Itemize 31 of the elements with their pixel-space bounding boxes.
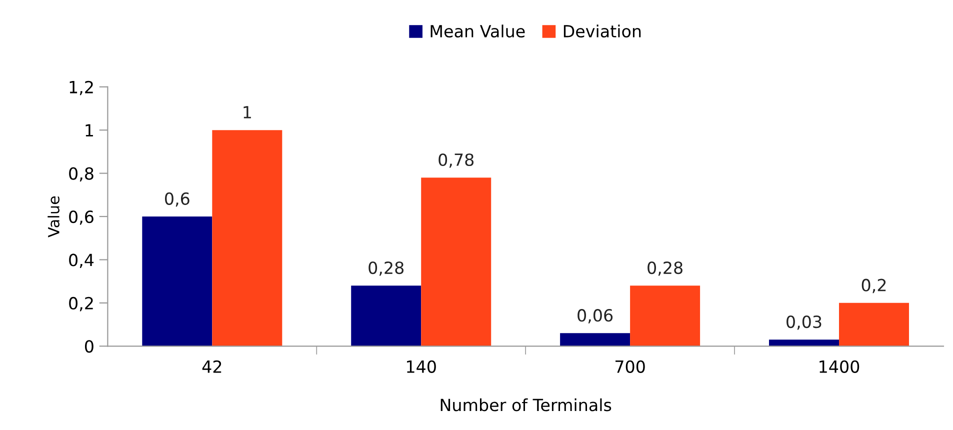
x-axis-title: Number of Terminals bbox=[440, 398, 612, 412]
data-label: 0,28 bbox=[648, 261, 682, 276]
bar bbox=[630, 286, 700, 346]
data-label: 0,03 bbox=[786, 316, 822, 330]
y-axis-title: Value bbox=[48, 196, 60, 238]
x-tick-label: 1400 bbox=[820, 360, 860, 373]
y-tick-label: 1 bbox=[86, 124, 93, 136]
data-label: 0,06 bbox=[578, 309, 613, 324]
bar bbox=[769, 340, 839, 346]
bar bbox=[838, 302, 909, 346]
x-tick-label: 140 bbox=[407, 360, 436, 373]
bar bbox=[560, 333, 630, 346]
y-tick-label: 0,4 bbox=[69, 254, 94, 268]
data-label: 0,6 bbox=[165, 192, 190, 207]
y-tick-label: 0,8 bbox=[69, 167, 94, 182]
bar bbox=[212, 130, 282, 346]
y-tick-label: 0 bbox=[84, 340, 94, 353]
y-tick-label: 1,2 bbox=[70, 80, 93, 96]
x-tick-label: 700 bbox=[616, 360, 645, 373]
y-tick-label: 0,6 bbox=[69, 210, 94, 225]
bar bbox=[142, 216, 212, 346]
y-tick-label: 0,2 bbox=[69, 296, 93, 312]
data-label: 1 bbox=[244, 106, 251, 118]
data-label: 0,2 bbox=[862, 278, 886, 294]
legend-label: Deviation bbox=[564, 24, 641, 38]
data-label: 0,28 bbox=[368, 261, 404, 276]
bar bbox=[351, 286, 422, 346]
bar bbox=[421, 178, 492, 346]
data-label: 0,78 bbox=[438, 153, 474, 168]
x-tick-label: 42 bbox=[202, 360, 222, 373]
legend-label: Mean Value bbox=[430, 24, 525, 38]
